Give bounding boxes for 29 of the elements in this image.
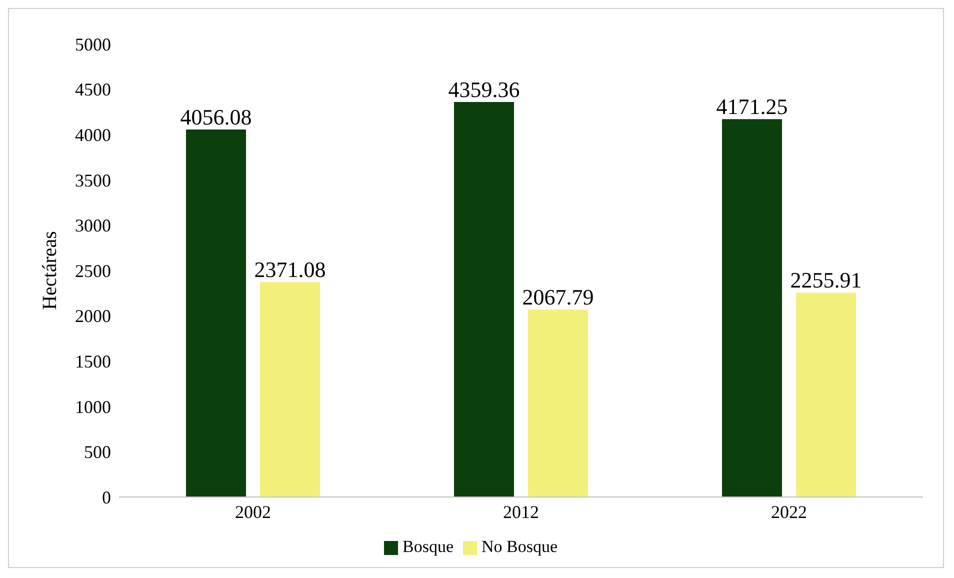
data-label: 4359.36 bbox=[448, 77, 520, 102]
data-label: 4171.25 bbox=[716, 94, 788, 120]
x-tick-label: 2022 bbox=[771, 502, 807, 522]
y-tick-label: 4000 bbox=[75, 124, 111, 145]
y-tick-label: 1500 bbox=[75, 351, 111, 372]
bar bbox=[454, 102, 514, 497]
y-tick-label: 2000 bbox=[75, 306, 111, 326]
data-label: 2371.08 bbox=[254, 257, 326, 282]
data-label: 2067.79 bbox=[522, 284, 594, 310]
y-tick-label: 4500 bbox=[75, 80, 111, 100]
bar bbox=[260, 282, 320, 497]
y-tick-label: 0 bbox=[102, 487, 111, 508]
data-label: 4056.08 bbox=[180, 104, 252, 130]
bar bbox=[528, 310, 588, 497]
y-tick-label: 5000 bbox=[75, 34, 111, 54]
y-axis-title: Hectáreas bbox=[39, 230, 62, 310]
y-tick-label: 2500 bbox=[75, 260, 111, 281]
bar bbox=[796, 292, 856, 497]
y-tick-label: 3500 bbox=[75, 170, 111, 190]
y-tick-label: 1000 bbox=[75, 396, 111, 417]
data-label: 2255.91 bbox=[790, 268, 862, 293]
bar bbox=[186, 130, 246, 497]
y-tick-label: 3000 bbox=[75, 216, 111, 236]
x-tick-label: 2012 bbox=[503, 502, 539, 522]
y-tick-label: 500 bbox=[84, 442, 111, 462]
bar bbox=[722, 119, 782, 497]
legend-label: Bosque bbox=[402, 537, 454, 556]
legend-label: No Bosque bbox=[481, 537, 558, 556]
x-tick-label: 2002 bbox=[235, 502, 271, 522]
